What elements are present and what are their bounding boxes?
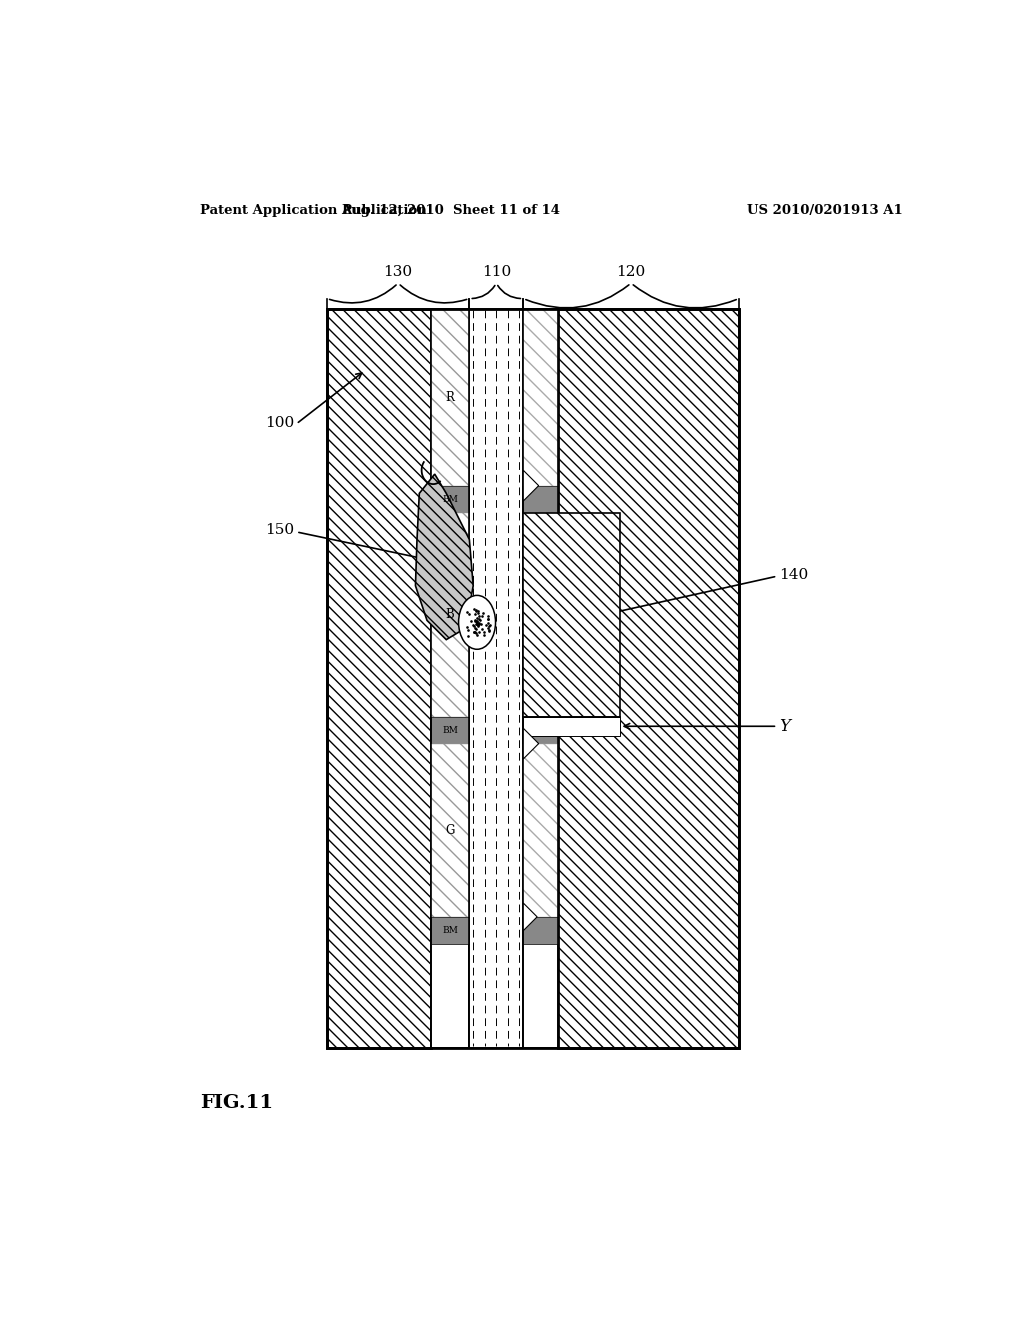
Text: 110: 110 <box>481 264 511 279</box>
Text: 100: 100 <box>265 416 295 429</box>
Bar <box>523 917 558 944</box>
Text: Y: Y <box>779 718 790 735</box>
Bar <box>523 717 558 743</box>
Bar <box>431 717 469 743</box>
Text: Aug. 12, 2010  Sheet 11 of 14: Aug. 12, 2010 Sheet 11 of 14 <box>341 205 559 218</box>
Text: BM: BM <box>442 495 458 504</box>
Bar <box>523 309 558 1048</box>
Bar <box>431 309 469 486</box>
Bar <box>431 512 469 717</box>
Bar <box>523 743 558 917</box>
Bar <box>327 309 739 1048</box>
Bar <box>431 743 469 917</box>
Bar <box>523 512 620 717</box>
Text: BM: BM <box>442 726 458 735</box>
Bar <box>558 309 739 1048</box>
Bar <box>523 512 558 717</box>
Bar <box>523 717 620 737</box>
Polygon shape <box>523 903 538 931</box>
Polygon shape <box>416 474 473 640</box>
Polygon shape <box>523 729 539 759</box>
Ellipse shape <box>459 595 496 649</box>
Text: FIG.11: FIG.11 <box>200 1094 273 1111</box>
Text: 150: 150 <box>265 523 295 537</box>
Text: Patent Application Publication: Patent Application Publication <box>200 205 427 218</box>
Bar <box>431 486 469 512</box>
Text: US 2010/0201913 A1: US 2010/0201913 A1 <box>746 205 902 218</box>
Bar <box>469 309 523 1048</box>
Text: B: B <box>445 609 455 622</box>
Text: G: G <box>445 824 455 837</box>
Bar <box>431 309 469 1048</box>
Text: 120: 120 <box>616 264 646 279</box>
Polygon shape <box>523 470 539 502</box>
Text: 140: 140 <box>779 568 808 582</box>
Text: BM: BM <box>442 925 458 935</box>
Bar <box>523 486 558 512</box>
Bar <box>431 917 469 944</box>
Bar <box>523 309 558 486</box>
Bar <box>327 309 431 1048</box>
Bar <box>523 309 558 1048</box>
Text: 130: 130 <box>384 264 413 279</box>
Bar <box>431 309 469 1048</box>
Text: R: R <box>445 391 455 404</box>
